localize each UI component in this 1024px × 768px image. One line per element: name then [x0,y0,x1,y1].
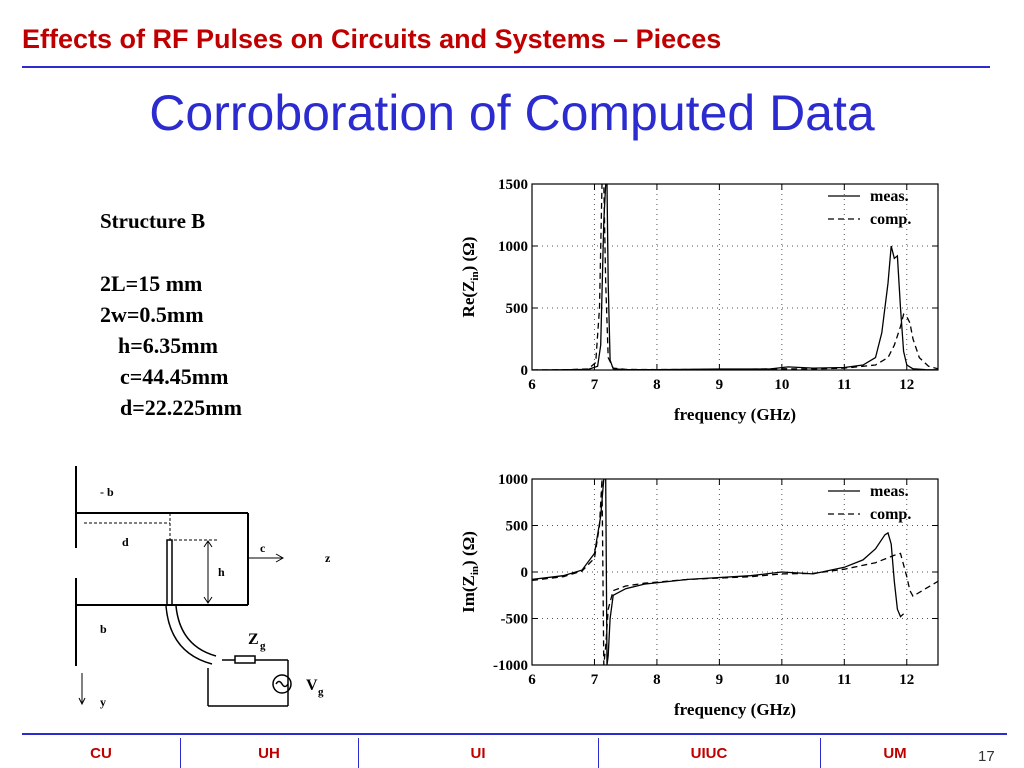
x-axis-label: frequency (GHz) [674,700,796,719]
y-tick-label: 500 [506,301,529,317]
param-c: c=44.45mm [120,364,229,389]
label-vg: V [306,677,318,694]
label-d: d [122,535,129,549]
label-minus-b: - b [100,485,114,499]
coax-outer-1 [165,605,213,665]
x-tick-label: 8 [653,377,661,393]
y-axis-label: Re(Zin) (Ω) [459,237,481,318]
legend-label: comp. [870,506,911,523]
y-tick-label: -1000 [493,658,528,674]
x-tick-label: 6 [528,672,536,688]
x-tick-label: 12 [899,377,914,393]
y-tick-label: 500 [506,519,529,535]
x-tick-label: 8 [653,672,661,688]
header-rule [22,66,990,68]
x-tick-label: 12 [899,672,914,688]
param-h: h=6.35mm [118,333,218,358]
label-c: c [260,541,266,555]
param-2L: 2L=15 mm [100,271,203,296]
footer: CU UH UI UIUC UM [22,738,1007,768]
y-tick-label: 0 [521,363,529,379]
x-tick-label: 9 [716,672,724,688]
param-d: d=22.225mm [120,395,242,420]
y-axis-label: Im(Zin) (Ω) [459,531,481,613]
footer-item-uh: UH [258,744,280,762]
series-meas-line [532,184,938,370]
label-zg: Z [248,631,259,648]
x-tick-label: 9 [716,377,724,393]
legend-label: comp. [870,211,911,228]
series-comp-line [532,184,938,370]
label-h: h [218,565,225,579]
zg-resistor [234,655,256,664]
page-number: 17 [978,748,995,765]
y-tick-label: 1000 [498,239,528,255]
chart-re-zin: 6 7 8 9 10 11 12 0 500 1000 1500 frequency (GHz) Re(… [440,170,960,440]
vg-source [272,674,292,694]
legend-label: meas. [870,188,909,205]
x-tick-label: 11 [837,672,851,688]
label-y: y [100,695,106,709]
structure-params: Structure B 2L=15 mm 2w=0.5mm h=6.35mm c… [100,206,242,423]
x-tick-label: 10 [774,672,789,688]
footer-item-uiuc: UIUC [690,744,728,762]
probe [166,539,173,606]
x-tick-label: 7 [591,672,599,688]
coax-outer-2 [175,605,217,657]
label-zg-sub: g [260,640,266,652]
legend-label: meas. [870,483,909,500]
param-2w: 2w=0.5mm [100,302,204,327]
series-comp-line [532,479,938,665]
label-b: b [100,622,107,636]
x-tick-label: 7 [591,377,599,393]
y-tick-label: -500 [501,612,529,628]
y-tick-label: 0 [521,565,529,581]
plot-frame [531,183,939,371]
x-axis-label: frequency (GHz) [674,405,796,424]
chart-im-zin: 6 7 8 9 10 11 12 -1000 -500 0 500 1000 frequency (GH… [440,465,960,735]
header-title: Effects of RF Pulses on Circuits and Sys… [22,24,722,54]
footer-rule [22,733,1007,735]
label-z: z [325,551,331,565]
y-tick-label: 1500 [498,177,528,193]
x-tick-label: 10 [774,377,789,393]
structure-heading: Structure B [100,209,206,233]
footer-item-ui: UI [470,744,486,762]
x-tick-label: 11 [837,377,851,393]
footer-item-cu: CU [90,744,112,762]
y-tick-label: 1000 [498,472,528,488]
structure-diagram: - b d h c z b y Z g V g [60,458,360,718]
slide-title: Corroboration of Computed Data [149,85,875,141]
footer-item-um: UM [883,744,907,762]
x-tick-label: 6 [528,377,536,393]
label-vg-sub: g [318,686,324,698]
